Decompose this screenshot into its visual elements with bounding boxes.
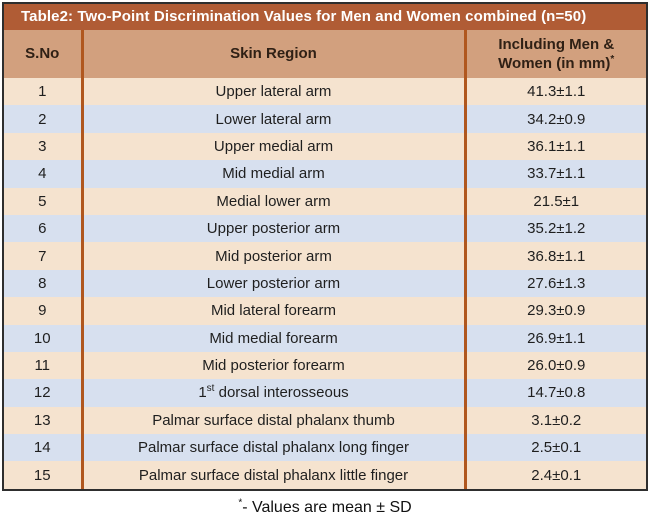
header-values: Including Men & Women (in mm)* — [463, 30, 646, 78]
sno-cell: 1 — [4, 78, 82, 106]
table-row: 4 Mid medial arm 33.7±1.1 — [4, 160, 646, 188]
region-cell: Mid medial arm — [80, 160, 465, 188]
table-row: 12 1st dorsal interosseous 14.7±0.8 — [4, 379, 646, 407]
sno-cell: 11 — [4, 351, 82, 380]
region-cell: Palmar surface distal phalanx little fin… — [80, 461, 465, 489]
value-cell: 36.8±1.1 — [463, 242, 646, 270]
header-row: S.No Skin Region Including Men & Women (… — [4, 30, 646, 78]
sno-cell: 12 — [4, 379, 82, 407]
region-cell: Mid posterior forearm — [80, 351, 465, 380]
value-cell: 2.4±0.1 — [463, 461, 646, 489]
value-cell: 2.5±0.1 — [463, 434, 646, 462]
sno-cell: 5 — [4, 187, 82, 215]
table-row: 9 Mid lateral forearm 29.3±0.9 — [4, 297, 646, 325]
value-cell: 35.2±1.2 — [463, 214, 646, 243]
table-row: 11 Mid posterior forearm 26.0±0.9 — [4, 351, 646, 380]
value-cell: 34.2±0.9 — [463, 105, 646, 133]
table-row: 13 Palmar surface distal phalanx thumb 3… — [4, 406, 646, 435]
value-cell: 21.5±1 — [463, 187, 646, 215]
value-cell: 36.1±1.1 — [463, 132, 646, 161]
table-row: 5 Medial lower arm 21.5±1 — [4, 187, 646, 215]
table-row: 7 Mid posterior arm 36.8±1.1 — [4, 242, 646, 270]
sno-cell: 3 — [4, 132, 82, 161]
sno-cell: 14 — [4, 434, 82, 462]
footnote-text: - Values are mean ± SD — [242, 499, 412, 516]
value-cell: 14.7±0.8 — [463, 379, 646, 407]
table-row: 8 Lower posterior arm 27.6±1.3 — [4, 269, 646, 298]
sno-cell: 6 — [4, 214, 82, 243]
region-cell: Mid lateral forearm — [80, 297, 465, 325]
region-cell: Palmar surface distal phalanx long finge… — [80, 434, 465, 462]
value-cell: 29.3±0.9 — [463, 297, 646, 325]
table-row: 14 Palmar surface distal phalanx long fi… — [4, 434, 646, 462]
value-cell: 27.6±1.3 — [463, 269, 646, 298]
header-values-line1: Including Men & — [498, 35, 615, 53]
table-row: 15 Palmar surface distal phalanx little … — [4, 461, 646, 489]
region-cell: Lower lateral arm — [80, 105, 465, 133]
value-cell: 26.0±0.9 — [463, 351, 646, 380]
header-values-line2: Women (in mm) — [498, 55, 611, 72]
table-row: 1 Upper lateral arm 41.3±1.1 — [4, 78, 646, 106]
table-row: 10 Mid medial forearm 26.9±1.1 — [4, 324, 646, 352]
sno-cell: 7 — [4, 242, 82, 270]
value-cell: 26.9±1.1 — [463, 324, 646, 352]
sno-cell: 9 — [4, 297, 82, 325]
footnote: *- Values are mean ± SD — [0, 497, 650, 517]
table-row: 2 Lower lateral arm 34.2±0.9 — [4, 105, 646, 133]
table-row: 3 Upper medial arm 36.1±1.1 — [4, 132, 646, 161]
region-cell: 1st dorsal interosseous — [80, 379, 465, 407]
table-header: S.No Skin Region Including Men & Women (… — [4, 30, 646, 78]
sno-cell: 8 — [4, 269, 82, 298]
region-cell: Mid posterior arm — [80, 242, 465, 270]
value-cell: 41.3±1.1 — [463, 78, 646, 106]
table2-frame: Table2: Two-Point Discrimination Values … — [2, 2, 648, 491]
value-cell: 3.1±0.2 — [463, 406, 646, 435]
sno-cell: 15 — [4, 461, 82, 489]
footnote-asterisk: * — [238, 497, 243, 509]
sno-cell: 4 — [4, 160, 82, 188]
region-cell: Lower posterior arm — [80, 269, 465, 298]
region-cell: Palmar surface distal phalanx thumb — [80, 406, 465, 435]
region-cell: Upper posterior arm — [80, 214, 465, 243]
region-cell: Upper lateral arm — [80, 78, 465, 106]
sno-cell: 13 — [4, 406, 82, 435]
region-cell: Medial lower arm — [80, 187, 465, 215]
table-row: 6 Upper posterior arm 35.2±1.2 — [4, 214, 646, 243]
sno-cell: 10 — [4, 324, 82, 352]
two-point-discrimination-table: S.No Skin Region Including Men & Women (… — [4, 30, 646, 489]
header-values-asterisk: * — [610, 54, 615, 65]
value-cell: 33.7±1.1 — [463, 160, 646, 188]
sno-cell: 2 — [4, 105, 82, 133]
header-sno: S.No — [4, 30, 82, 78]
table-title: Table2: Two-Point Discrimination Values … — [4, 4, 646, 30]
region-cell: Upper medial arm — [80, 132, 465, 161]
table-body: 1 Upper lateral arm 41.3±1.1 2 Lower lat… — [4, 78, 646, 489]
region-cell: Mid medial forearm — [80, 324, 465, 352]
header-skin-region: Skin Region — [80, 30, 465, 78]
